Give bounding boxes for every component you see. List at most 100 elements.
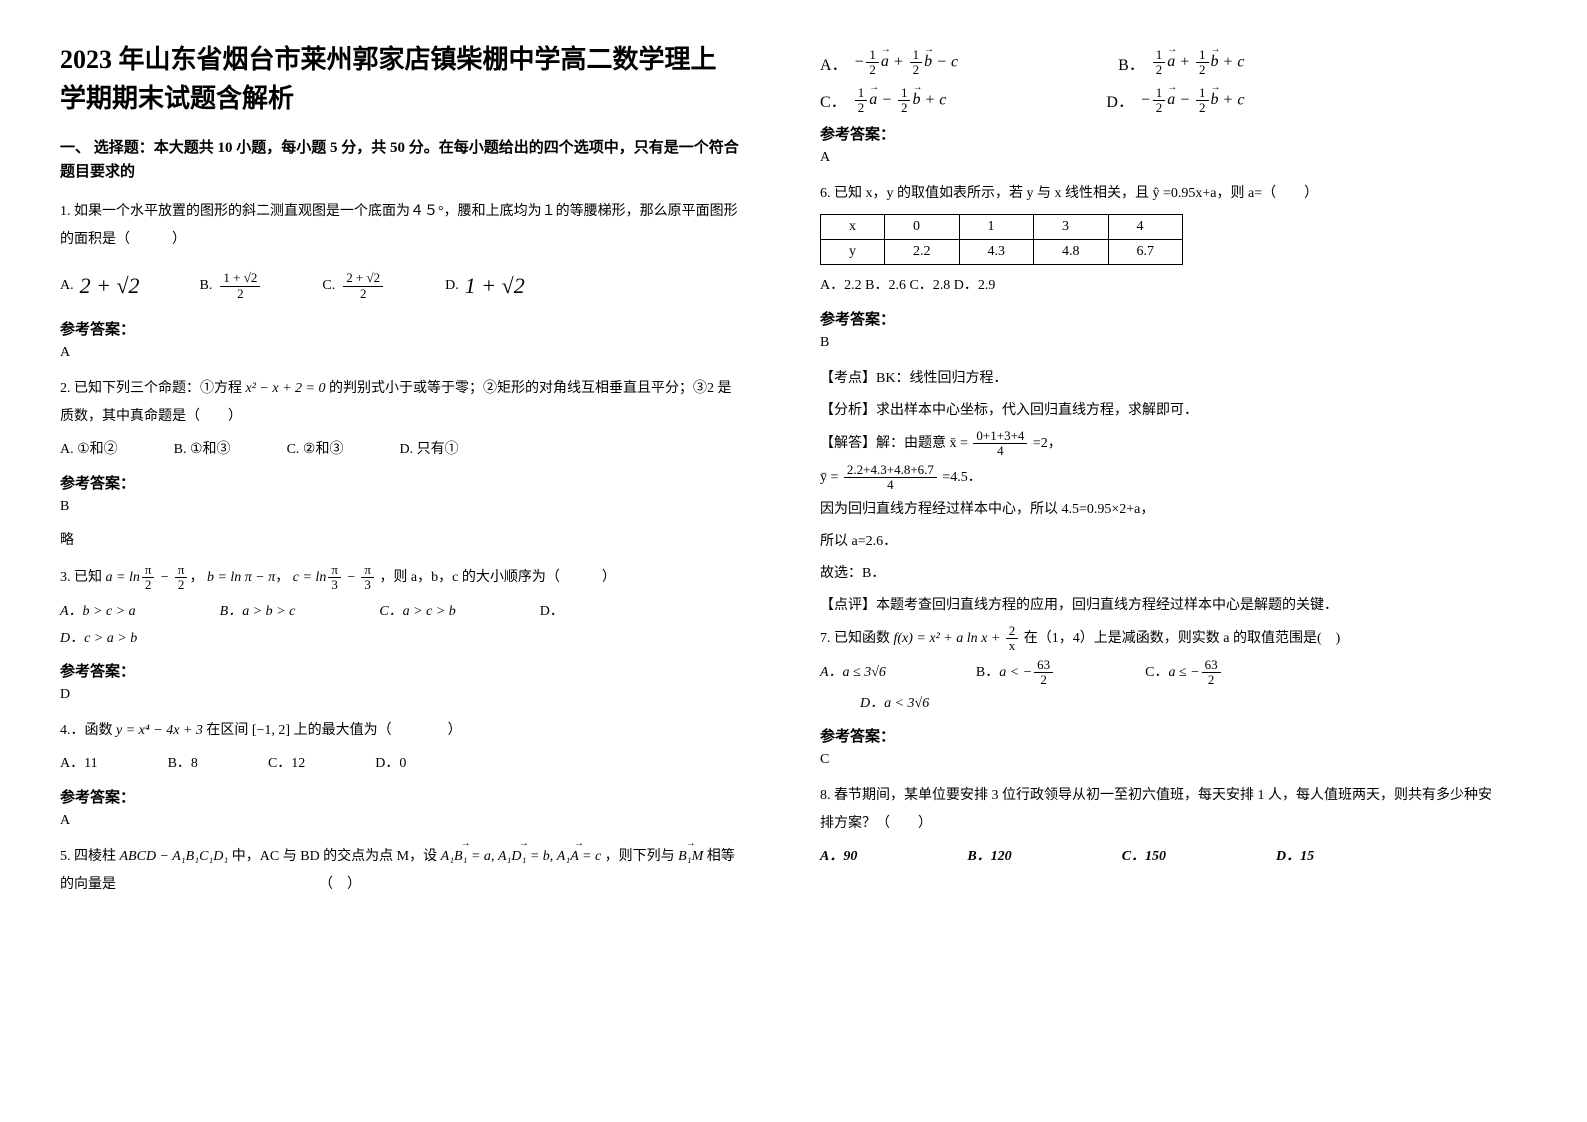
q6-options: A．2.2 B．2.6 C．2.8 D．2.9 [820,271,1500,302]
q6-t-4: 4 [1108,215,1183,240]
q3-a-lhs: a = ln [106,570,140,585]
q5D-b: b [1211,91,1219,109]
q7-text-b: 在（1，4）上是减函数，则实数 a 的取值范围是( ) [1020,631,1340,646]
q3-a-n: π [142,563,155,578]
section-1-head: 一、 选择题：本大题共 10 小题，每小题 5 分，共 50 分。在每小题给出的… [60,136,740,184]
q6-pt4a: ȳ = [820,470,842,485]
q6-pt5: 因为回归直线方程经过样本中心，所以 4.5=0.95×2+a， [820,496,1500,524]
q4-optA: A．11 [60,756,98,771]
q3-c-lhs: c = ln [293,570,327,585]
q2-ans-label: 参考答案： [60,472,740,493]
q6-t-22: 2.2 [885,240,960,265]
q1-optA: 2 + √2 [80,262,140,310]
q1-optA-label: A. [60,271,74,302]
question-4: 4.．函数 y = x⁴ − 4x + 3 在区间 [−1, 2] 上的最大值为… [60,717,740,745]
table-row: x 0 1 3 4 [821,215,1183,240]
q5C-d2: 2 [898,101,911,115]
q5C-d1: 2 [855,101,868,115]
table-row: y 2.2 4.3 4.8 6.7 [821,240,1183,265]
q3-optC: C．a > c > b [379,604,455,619]
q5B-d1: 2 [1153,63,1166,77]
q2-text-a: 2. 已知下列三个命题：①方程 [60,381,246,396]
q6-pt4-d: 4 [844,478,937,492]
q3-a-n2: π [175,563,188,578]
q3-c-n: π [328,563,341,578]
q5-optA-label: A． [820,51,848,75]
q5-ans-label: 参考答案： [820,123,1500,144]
q5B-c: + c [1219,53,1245,70]
q1-optD: 1 + √2 [465,262,525,310]
q2-optD: D. 只有① [399,442,458,457]
q5-prism: ABCD − A₁B₁C₁D₁ [120,849,229,864]
q3-a-minus: − [156,570,172,585]
q5-ans: A [820,150,1500,166]
q4-ans-label: 参考答案： [60,786,740,807]
q6-t-1: 1 [959,215,1034,240]
q6-t-67: 6.7 [1108,240,1183,265]
q8-optA: A．90 [820,842,857,873]
q7-expr-n: 2 [1006,624,1019,639]
q1-optC-den: 2 [343,287,383,301]
q1-optC-num: 2 + √2 [343,271,383,286]
q4-optC: C．12 [268,756,305,771]
right-column: A． −12a + 12b − c B． 12a + 12b + c C． 12… [820,40,1500,903]
q5A-n1: 1 [866,48,879,63]
q3-a-d2: 2 [175,578,188,592]
q5A-d1: 2 [866,63,879,77]
q5C-n1: 1 [855,86,868,101]
q4-text-a: 4.．函数 [60,723,116,738]
q5D-d2: 2 [1196,101,1209,115]
q7-ans: C [820,752,1500,768]
q6-pt4: ȳ = 2.2+4.3+4.8+6.74 =4.5． [820,463,1500,493]
q6-t-43: 4.3 [959,240,1034,265]
q3-ans-label: 参考答案： [60,660,740,681]
q5B-b: b [1211,53,1219,71]
q2-note: 略 [60,529,740,549]
question-1: 1. 如果一个水平放置的图形的斜二测直观图是一个底面为４５°，腰和上底均为１的等… [60,198,740,254]
q5-options-row1: A． −12a + 12b − c B． 12a + 12b + c [820,48,1500,78]
q1-optD-label: D. [445,271,459,302]
q5-v1: A₁B₁ = a [441,843,491,871]
q3-optB: B．a > b > c [220,604,296,619]
q3-text-a: 3. 已知 [60,570,106,585]
q5D-c: + c [1219,91,1245,108]
q6-ans-label: 参考答案： [820,308,1500,329]
q2-optA: A. ①和② [60,442,118,457]
q7-optD-row: D．a < 3√6 [820,689,1500,720]
q1-ans: A [60,345,740,361]
q5-v3: A₁A = c [557,843,601,871]
q5C-minus: − [877,91,896,108]
q3-c-n2: π [361,563,374,578]
q7-options: A．a ≤ 3√6 B．a < −632 C．a ≤ −632 [820,658,1500,689]
q2-optB: B. ①和③ [174,442,231,457]
q5D-d1: 2 [1153,101,1166,115]
q7C-d: 2 [1202,673,1221,687]
q3-ans: D [60,687,740,703]
q8-options: A．90 B．120 C．150 D．15 [820,842,1500,873]
q4-optB: B．8 [168,756,198,771]
q6-t-48: 4.8 [1034,240,1109,265]
q6-pt3: 【解答】解：由题意 x̄ = 0+1+3+44 =2， [820,429,1500,459]
q7-optD: D．a < 3√6 [860,696,929,711]
question-7: 7. 已知函数 f(x) = x² + a ln x + 2x 在（1，4）上是… [820,624,1500,654]
q2-ans: B [60,499,740,515]
q6-pt8: 【点评】本题考查回归直线方程的应用，回归直线方程经过样本中心是解题的关键． [820,592,1500,620]
q5A-b: b [924,53,932,71]
q5C-n2: 1 [898,86,911,101]
q5-text-c: ，则下列与 [605,849,679,864]
q6-pt6: 所以 a=2.6． [820,528,1500,556]
q7-ans-label: 参考答案： [820,725,1500,746]
q7C-n: 63 [1202,658,1221,673]
q7-optB-label: B． [976,665,999,680]
q7B-n: 63 [1034,658,1053,673]
q5B-d2: 2 [1196,63,1209,77]
q5B-plus: + [1175,53,1194,70]
q8-optD: D．15 [1276,842,1314,873]
q7-optC-label: C． [1145,665,1168,680]
q5B-a: a [1167,53,1175,71]
question-6: 6. 已知 x，y 的取值如表所示，若 y 与 x 线性相关，且 ŷ =0.95… [820,180,1500,208]
q4-expr: y = x⁴ − 4x + 3 [116,723,203,738]
q3-c-minus: − [343,570,359,585]
q6-pt7: 故选：B． [820,560,1500,588]
q1-ans-label: 参考答案： [60,318,740,339]
